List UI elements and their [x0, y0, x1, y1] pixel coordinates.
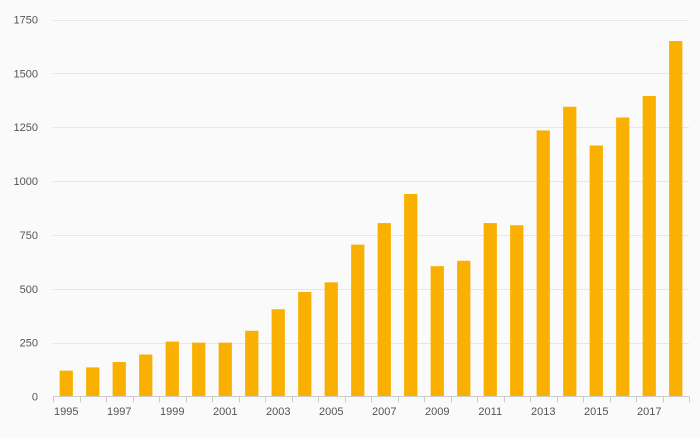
bar-2003: [271, 309, 285, 397]
bar-1998: [139, 354, 153, 397]
x-tick-label-2001: 2001: [213, 406, 237, 418]
x-tick-label-2009: 2009: [425, 406, 449, 418]
bar-2010: [457, 260, 471, 397]
y-tick-label-1000: 1000: [14, 176, 38, 188]
x-tick-label-2017: 2017: [637, 406, 661, 418]
x-tick-label-2005: 2005: [319, 406, 343, 418]
grid-lines: [53, 20, 689, 344]
x-axis: 1995 1997 1999 2001 2003 2005 2007 2009 2011 2013…: [53, 396, 690, 418]
bar-2015: [589, 145, 603, 397]
x-tick-label-1997: 1997: [107, 406, 131, 418]
x-tick-label-2011: 2011: [478, 406, 502, 418]
x-tick-label-2015: 2015: [584, 406, 608, 418]
y-tick-label-1750: 1750: [14, 15, 38, 27]
bar-2001: [218, 342, 232, 397]
bar-2000: [192, 342, 206, 397]
y-tick-label-0: 0: [32, 392, 38, 404]
x-tick-label-2003: 2003: [266, 406, 290, 418]
bar-2018: [669, 41, 683, 397]
bar-1999: [165, 341, 179, 397]
bar-2005: [324, 282, 338, 397]
bar-1995: [59, 370, 73, 397]
bar-2014: [563, 106, 577, 397]
y-tick-label-1250: 1250: [14, 122, 38, 134]
y-tick-label-500: 500: [20, 284, 38, 296]
x-tick-label-1995: 1995: [54, 406, 78, 418]
bar-2013: [536, 130, 550, 397]
bar-2007: [377, 223, 391, 397]
bar-2008: [404, 193, 418, 397]
bar-2011: [483, 223, 497, 397]
bar-1997: [112, 362, 126, 397]
bar-2004: [298, 292, 312, 397]
bar-2006: [351, 244, 365, 397]
x-tick-label-2007: 2007: [372, 406, 396, 418]
bar-2002: [245, 330, 259, 397]
y-tick-label-750: 750: [20, 230, 38, 242]
x-tick-label-2013: 2013: [531, 406, 555, 418]
y-tick-label-1500: 1500: [14, 68, 38, 80]
bar-2009: [430, 266, 444, 397]
bar-2016: [616, 117, 630, 397]
x-tick-label-1999: 1999: [160, 406, 184, 418]
bars: [59, 41, 683, 397]
bar-1996: [86, 367, 100, 397]
y-axis-tick-labels: 0 250 500 750 1000 1250 1500 1750: [14, 15, 38, 404]
bar-2017: [642, 95, 656, 397]
bar-2012: [510, 225, 524, 397]
y-tick-label-250: 250: [20, 338, 38, 350]
